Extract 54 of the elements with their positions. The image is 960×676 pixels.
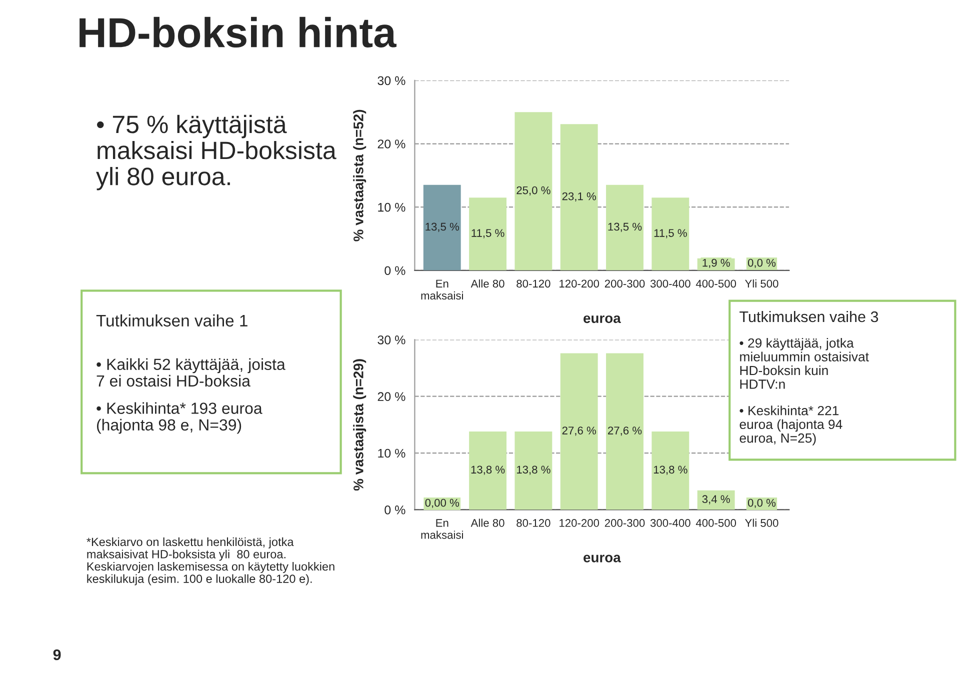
data-label: 0,0 % <box>748 258 776 268</box>
x-tick-label: En maksaisi <box>421 519 463 539</box>
data-label: 27,6 % <box>608 426 642 436</box>
text: 9 <box>53 649 61 660</box>
y-axis-title: % vastaajista (n=52) <box>353 110 366 242</box>
x-axis-title: euroa <box>584 554 621 562</box>
text: • Kaikki 52 käyttäjää, joista 7 ei ostaisi HD-boksia <box>96 358 286 387</box>
y-tick-label: 10 % <box>378 448 406 458</box>
x-tick-label: 200-300 <box>604 280 645 288</box>
x-tick-label: 80-120 <box>516 519 550 527</box>
text: • Keskihinta* 193 euroa (hajonta 98 e, N=39) <box>96 402 262 434</box>
y-tick-label: 20 % <box>378 392 406 402</box>
data-label: 13,8 % <box>471 466 505 475</box>
data-label: 13,5 % <box>608 222 642 232</box>
y-tick-label: 30 % <box>378 76 406 86</box>
x-tick-label: 120-200 <box>560 519 600 527</box>
x-tick-label: Yli 500 <box>744 279 778 288</box>
y-axis-title: % vastaajista (n=29) <box>353 359 366 491</box>
data-label: 13,8 % <box>516 466 550 475</box>
annotation: • Keskihinta* 221 euroa (hajonta 94 euroa, N=25) <box>740 406 842 446</box>
y-tick-label: 20 % <box>378 140 406 148</box>
data-label: 1,9 % <box>702 258 730 268</box>
data-label: 23,1 % <box>562 192 596 202</box>
x-tick-label: Yli 500 <box>744 518 778 527</box>
x-tick-label: Alle 80 <box>470 518 504 527</box>
text: *Keskiarvo on laskettu henkilöistä, jotka maksaisivat HD-boksista yli 80 euroa. Keskiarvojen laskemisessa on käytetty luokkien keskilukuja (esim. 100 e luokalle 80-120 e). <box>86 537 334 586</box>
annotation: • 29 käyttäjää, jotka mieluummin ostaisivat HD-boksin kuin HDTV:n <box>740 338 869 389</box>
x-tick-label: Alle 80 <box>470 279 504 288</box>
chart-title: HD-boksin hinta <box>80 16 396 48</box>
data-label: 11,5 % <box>472 229 504 238</box>
data-label: 25,0 % <box>516 186 550 196</box>
data-label: 0,0 % <box>748 498 776 508</box>
data-label: 3,4 % <box>702 495 730 504</box>
y-tick-label: 10 % <box>378 202 406 212</box>
x-tick-label: En maksaisi <box>421 280 463 300</box>
data-label: 13,5 % <box>426 222 460 232</box>
y-tick-label: 0 % <box>384 506 406 514</box>
x-tick-label: 200-300 <box>604 519 645 527</box>
data-label: 13,8 % <box>654 466 688 475</box>
data-label: 0,00 % <box>425 498 460 508</box>
x-axis-title: euroa <box>584 315 621 324</box>
x-tick-label: 400-500 <box>696 519 736 527</box>
data-label: 27,6 % <box>562 426 596 436</box>
x-tick-label: 400-500 <box>696 280 736 288</box>
text: Tutkimuksen vaihe 1 <box>96 314 248 327</box>
data-label: 11,5 % <box>654 229 687 238</box>
x-tick-label: 120-200 <box>560 280 600 288</box>
x-tick-label: 300-400 <box>650 280 690 288</box>
text: Tutkimuksen vaihe 3 <box>740 310 878 322</box>
y-tick-label: 30 % <box>378 335 406 344</box>
x-tick-label: 80-120 <box>516 280 550 288</box>
y-tick-label: 0 % <box>384 266 406 276</box>
text: • 75 % käyttäjistä maksaisi HD-boksista yli 80 euroa. <box>96 114 336 190</box>
x-tick-label: 300-400 <box>650 519 690 527</box>
